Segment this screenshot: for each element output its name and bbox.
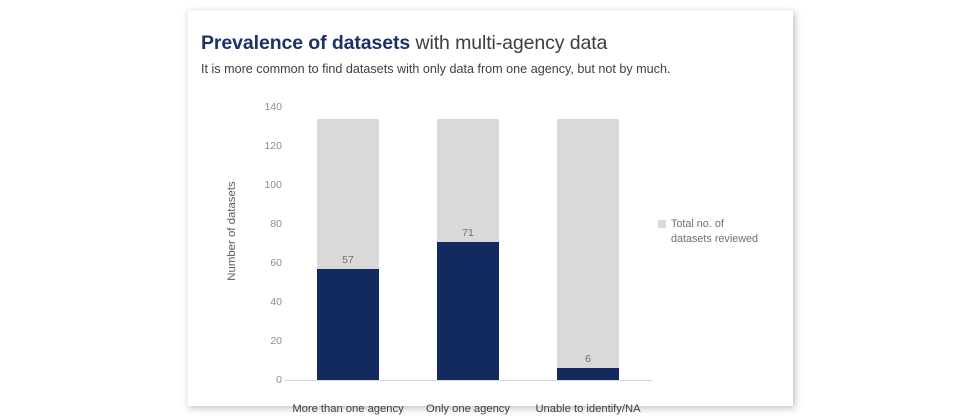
y-axis-tick-label: 20	[270, 335, 282, 347]
x-axis-line	[284, 380, 652, 381]
y-axis-tick-label: 60	[270, 257, 282, 269]
x-axis-category-label: More than one agency	[292, 403, 404, 415]
x-axis-category-label: Only one agency	[426, 403, 510, 415]
y-axis-title-anchor: Number of datasets	[206, 107, 238, 380]
y-axis-ticks: 0 20 40 60 80 100 120 140	[234, 101, 282, 386]
chart-legend: Total no. of datasets reviewed	[658, 217, 788, 247]
y-axis-tick-label: 140	[264, 101, 282, 113]
bar-group[interactable]: 57	[317, 107, 379, 380]
x-axis-category-label: Unable to identify/NA	[535, 403, 641, 415]
chart-card: Prevalence of datasets with multi-agency…	[187, 10, 794, 415]
page-subtitle: It is more common to find datasets with …	[201, 62, 671, 76]
legend-item-total: Total no. of datasets reviewed	[658, 217, 788, 247]
bar-value-label: 6	[585, 353, 591, 366]
bar-group[interactable]: 6	[557, 107, 619, 380]
bar-value[interactable]	[557, 368, 619, 380]
bar-total[interactable]	[557, 118, 619, 380]
legend-label-line1: Total no. of	[671, 218, 724, 230]
page-title-strong: Prevalence of datasets	[201, 32, 411, 54]
plot-area: 57 More than one agency 71 Only one agency 6…	[288, 107, 648, 415]
y-axis-tick-label: 40	[270, 296, 282, 308]
page-title-rest: with multi-agency data	[410, 32, 608, 54]
legend-item-label: Total no. of datasets reviewed	[671, 217, 758, 247]
y-axis-tick-label: 120	[264, 140, 282, 152]
y-axis-tick-label: 100	[264, 179, 282, 191]
y-axis-tick-label: 80	[270, 218, 282, 230]
bar-group[interactable]: 71	[437, 107, 499, 380]
square-marker-icon	[658, 220, 666, 228]
bar-value-label: 57	[342, 253, 354, 266]
legend-label-line2: datasets reviewed	[671, 233, 759, 245]
bar-value-label: 71	[462, 226, 474, 239]
bar-chart: Number of datasets 0 20 40 60 80 100 120 140 57…	[188, 91, 794, 415]
bar-value[interactable]	[317, 268, 379, 380]
page-title: Prevalence of datasets with multi-agency…	[201, 32, 607, 54]
bar-value[interactable]	[437, 241, 499, 380]
y-axis-tick-label: 0	[276, 374, 282, 386]
